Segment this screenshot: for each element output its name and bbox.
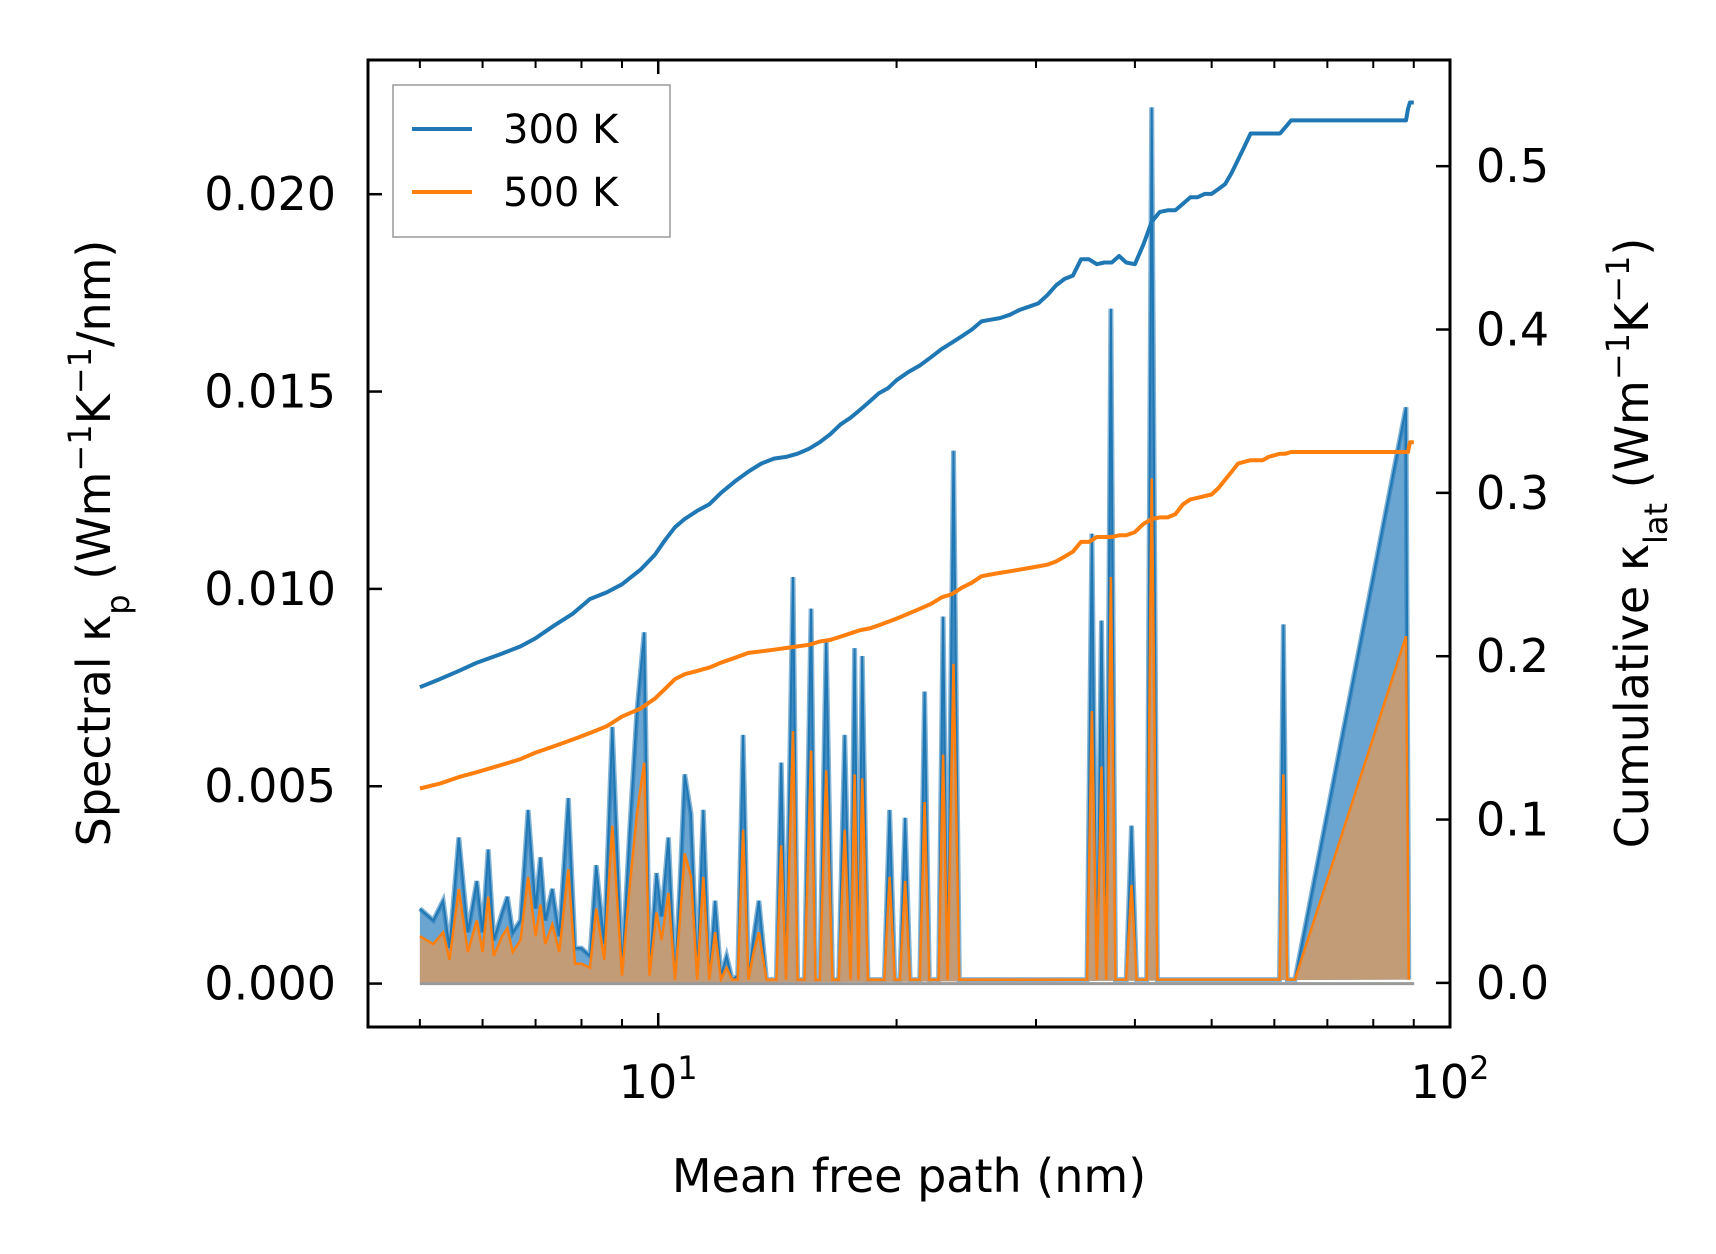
- y-left-title-units-mid: K: [67, 392, 121, 424]
- y-right-tick-label: 0.5: [1476, 139, 1549, 193]
- y-axis-right-title: Cumulative κlat (Wm−1K−1): [1599, 238, 1675, 849]
- x-tick-label-base: 10: [619, 1055, 678, 1109]
- x-tick-label: 102: [1411, 1049, 1490, 1109]
- x-tick-label: 101: [619, 1049, 698, 1109]
- y-left-title-units-close: /nm): [67, 240, 121, 347]
- x-tick-label-base: 10: [1411, 1055, 1470, 1109]
- legend-label-500k: 500 K: [503, 170, 620, 216]
- y-right-title-units-open: (Wm: [1605, 380, 1659, 503]
- cumulative-line-500k: [419, 440, 1414, 791]
- y-left-tick-label: 0.020: [204, 167, 336, 221]
- y-right-tick-label: 0.1: [1476, 793, 1549, 847]
- y-right-title-prefix: Cumulative κ: [1605, 544, 1659, 848]
- x-tick-label-exp: 2: [1469, 1049, 1489, 1087]
- plot-frame: [366, 58, 1452, 1029]
- y-left-title-units-open: (Wm: [67, 472, 121, 595]
- legend-box: [392, 84, 671, 238]
- y-left-title-sup1: −1: [61, 424, 99, 471]
- y-right-title-sub: lat: [1637, 503, 1675, 544]
- y-right-tick-label: 0.3: [1476, 466, 1549, 520]
- x-axis-title: Mean free path (nm): [672, 1149, 1146, 1203]
- y-right-tick-label: 0.4: [1476, 303, 1549, 357]
- cumulative-line-300k: [419, 100, 1414, 690]
- y-right-tick-label: 0.0: [1476, 956, 1549, 1010]
- y-left-title-sup2: −1: [61, 347, 99, 394]
- y-left-tick-label: 0.010: [204, 562, 336, 616]
- y-left-title-sub: p: [99, 594, 137, 614]
- data-lines: [419, 100, 1414, 791]
- legend-label-300k: 300 K: [503, 107, 620, 153]
- spectral-fills: [418, 107, 1415, 986]
- y-right-title-sup1: −1: [1599, 333, 1637, 380]
- y-left-tick-label: 0.005: [204, 759, 336, 813]
- y-right-title-units-close: ): [1605, 238, 1659, 256]
- y-left-title-prefix: Spectral κ: [67, 615, 121, 847]
- spectral-line-500k: [419, 478, 1411, 984]
- legend: 300 K 500 K: [392, 84, 671, 238]
- y-left-tick-label: 0.000: [204, 957, 336, 1011]
- y-right-title-sup2: −1: [1599, 256, 1637, 303]
- x-tick-label-exp: 1: [677, 1049, 697, 1087]
- y-left-tick-label: 0.015: [204, 365, 336, 419]
- y-right-tick-label: 0.2: [1476, 629, 1549, 683]
- y-right-title-units-mid: K: [1605, 301, 1659, 333]
- tick-labels: 101 1020.0000.0050.0100.0150.0200.00.10.2…: [204, 139, 1549, 1109]
- y-axis-left-title: Spectral κp (Wm−1K−1/nm): [61, 240, 137, 847]
